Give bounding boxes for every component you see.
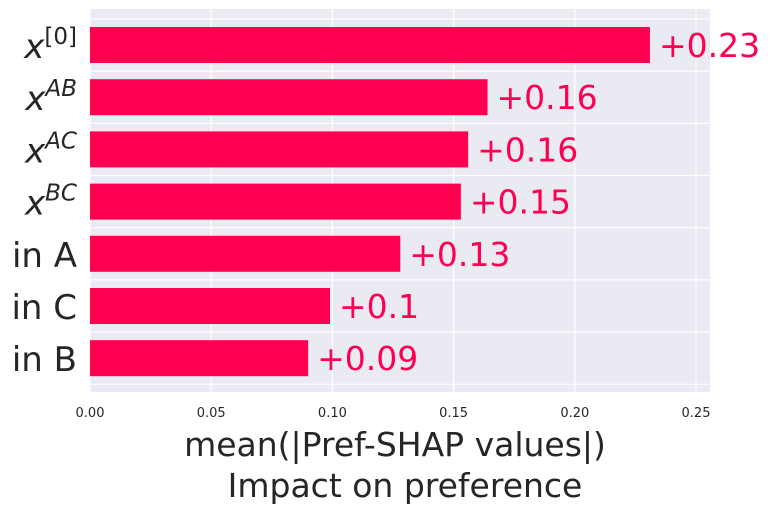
bar-value-label: +0.13 [409, 235, 510, 274]
x-tick-label: 0.10 [318, 406, 347, 421]
category-labels: x[0] xAB xAC xBC in A in C in B [11, 24, 77, 380]
bar [90, 79, 488, 116]
bars [90, 27, 650, 377]
x-tick-label: 0.20 [560, 406, 589, 421]
bar-value-label: +0.15 [470, 183, 571, 222]
x-tick-label: 0.15 [439, 406, 468, 421]
bar-value-label: +0.09 [317, 339, 418, 378]
x-tick-label: 0.25 [682, 406, 711, 421]
bar [90, 340, 309, 377]
bar-value-label: +0.16 [477, 130, 578, 169]
bar [90, 235, 401, 272]
category-label: in C [11, 288, 77, 328]
x-axis-label-line-1: mean(|Pref-SHAP values|) [184, 425, 606, 464]
category-label: xBC [24, 181, 77, 224]
value-labels: +0.23 +0.16 +0.16 +0.15 +0.13 +0.1 +0.09 [317, 26, 760, 378]
category-label: xAC [24, 128, 77, 171]
x-tick-labels: 0.00 0.05 0.10 0.15 0.20 0.25 [76, 406, 711, 421]
bar [90, 288, 330, 324]
bar-value-label: +0.16 [497, 78, 598, 117]
category-label: in A [12, 236, 77, 276]
category-label: x[0] [23, 24, 77, 67]
bar [90, 131, 469, 168]
category-label: xAB [24, 76, 77, 119]
x-axis-label-line-2: Impact on preference [228, 466, 583, 505]
bar-value-label: +0.23 [659, 26, 760, 65]
category-label: in B [12, 340, 77, 380]
bar-value-label: +0.1 [339, 287, 419, 326]
bar [90, 183, 461, 220]
x-tick-label: 0.05 [197, 406, 226, 421]
x-tick-label: 0.00 [76, 406, 105, 421]
bar [90, 27, 650, 63]
